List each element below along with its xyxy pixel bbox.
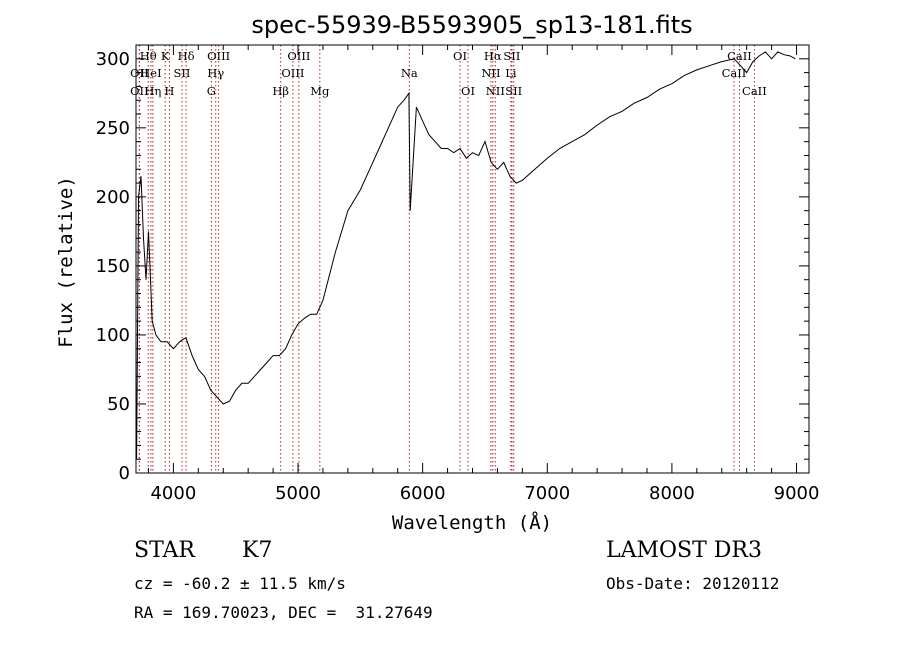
y-tick-label: 100 xyxy=(96,325,130,346)
spectral-line-markers xyxy=(138,45,755,473)
y-tick-label: 50 xyxy=(107,394,130,415)
x-tick-label: 9000 xyxy=(774,483,820,504)
spectrum-series-line xyxy=(136,51,796,460)
y-tick-label: 0 xyxy=(119,463,130,484)
line-marker-label: NII xyxy=(481,66,500,80)
line-marker-label: CaII xyxy=(722,66,747,80)
line-marker-label: OII xyxy=(130,84,149,98)
redshift-label: cz = -60.2 ± 11.5 km/s xyxy=(134,574,346,593)
line-marker-label: NII xyxy=(486,84,505,98)
line-marker-label: Hη xyxy=(144,84,161,98)
axis-tick-labels: 4000 5000 6000 7000 8000 9000 0 50 100 150 200 250 3… xyxy=(96,49,820,504)
line-marker-label: Hγ xyxy=(207,66,224,80)
line-marker-label: OI xyxy=(453,49,467,63)
line-marker-label: Hα xyxy=(484,49,502,63)
line-marker-label: Li xyxy=(505,66,517,80)
obs-date-label: Obs-Date: 20120112 xyxy=(606,574,780,593)
y-tick-label: 300 xyxy=(96,49,130,70)
line-marker-label: OIII xyxy=(287,49,310,63)
x-tick-label: 5000 xyxy=(275,483,321,504)
line-marker-label: SII xyxy=(174,66,191,80)
chart-title: spec-55939-B5593905_sp13-181.fits xyxy=(251,11,692,39)
coordinates-label: RA = 169.70023, DEC = 31.27649 xyxy=(134,603,433,622)
y-tick-label: 200 xyxy=(96,187,130,208)
line-marker-label: Hδ xyxy=(178,49,195,63)
x-tick-label: 7000 xyxy=(524,483,570,504)
line-marker-label: Hβ xyxy=(272,84,289,98)
survey-label: LAMOST DR3 xyxy=(606,538,762,563)
line-marker-label: HeI xyxy=(140,66,161,80)
line-marker-label: SII xyxy=(503,49,520,63)
object-class-label: STAR xyxy=(134,538,195,563)
line-marker-label: OIII xyxy=(281,66,304,80)
y-tick-label: 150 xyxy=(96,256,130,277)
line-marker-label: OI xyxy=(461,84,475,98)
line-marker-label: CaII xyxy=(742,84,767,98)
subclass-label: K7 xyxy=(242,538,273,563)
x-axis-label: Wavelength (Å) xyxy=(392,511,552,534)
line-marker-label: Hθ xyxy=(140,49,157,63)
line-marker-label: SII xyxy=(505,84,522,98)
x-tick-label: 6000 xyxy=(400,483,446,504)
x-tick-label: 8000 xyxy=(649,483,695,504)
axis-ticks xyxy=(136,45,809,474)
line-marker-label: Mg xyxy=(310,84,330,98)
line-marker-label: Na xyxy=(401,66,418,80)
line-marker-label: K xyxy=(161,49,170,63)
y-tick-label: 250 xyxy=(96,118,130,139)
x-tick-label: 4000 xyxy=(150,483,196,504)
y-axis-label: Flux (relative) xyxy=(55,176,77,348)
line-marker-label: CaII xyxy=(727,49,752,63)
line-marker-label: OIII xyxy=(207,49,230,63)
plot-frame xyxy=(135,44,810,474)
line-marker-label: H xyxy=(164,84,174,98)
line-marker-label: G xyxy=(207,84,216,98)
